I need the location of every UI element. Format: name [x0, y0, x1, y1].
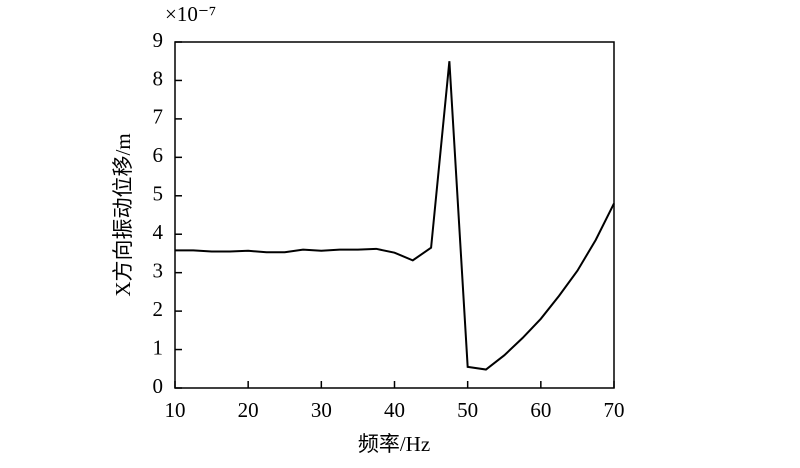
y-tick-label: 2: [153, 297, 164, 321]
y-tick-label: 7: [153, 105, 164, 129]
x-tick-label: 50: [457, 398, 478, 422]
x-tick-label: 40: [384, 398, 405, 422]
y-tick-label: 3: [153, 258, 164, 282]
y-axis-label: X方向振动位移/m: [111, 133, 135, 296]
x-tick-label: 20: [238, 398, 259, 422]
y-tick-label: 4: [153, 220, 164, 244]
x-tick-label: 70: [604, 398, 625, 422]
data-line: [175, 61, 615, 371]
x-tick-label: 60: [530, 398, 551, 422]
y-tick-label: 5: [153, 182, 164, 206]
x-tick-label: 10: [165, 398, 186, 422]
y-tick-label: 1: [153, 335, 164, 359]
y-tick-label: 8: [153, 66, 164, 90]
y-tick-label: 9: [153, 28, 164, 52]
y-multiplier: ×10⁻⁷: [165, 2, 216, 26]
plot-frame: [174, 41, 615, 389]
y-tick-label: 0: [153, 374, 164, 398]
y-tick-label: 6: [153, 143, 164, 167]
x-tick-label: 30: [311, 398, 332, 422]
x-axis-label: 频率/Hz: [358, 432, 430, 456]
